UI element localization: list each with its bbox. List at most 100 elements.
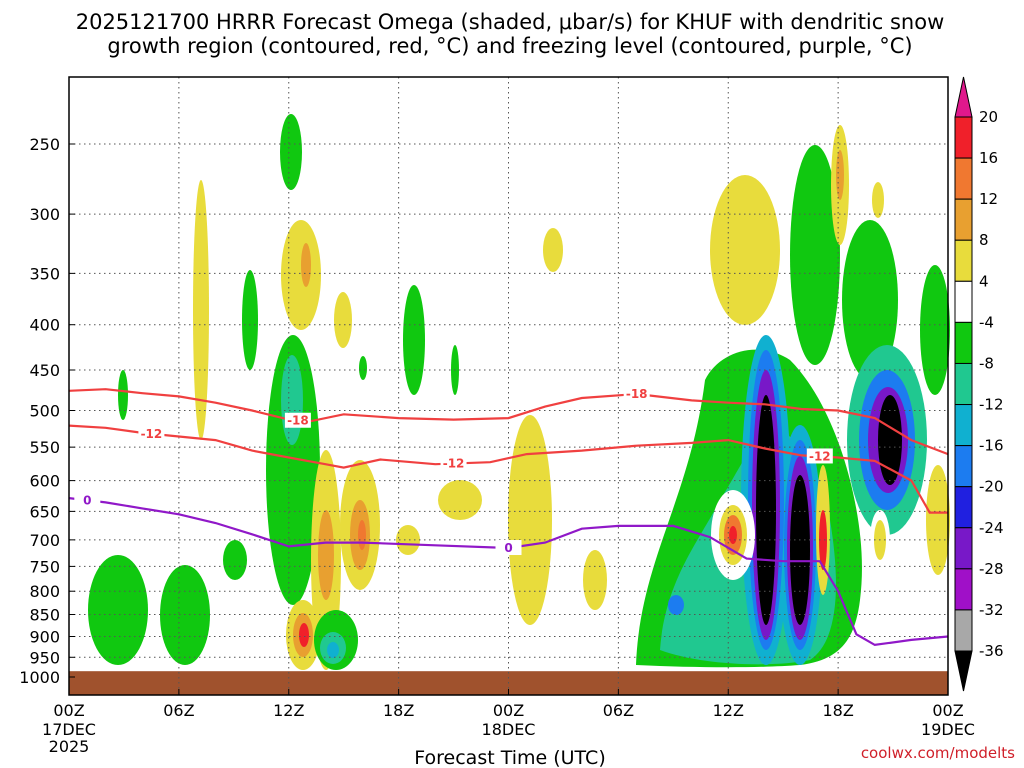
omega-blob [668,595,684,615]
y-tick-label: 900 [29,627,60,646]
y-tick-label: 550 [29,438,60,457]
colorbar-segment [954,239,973,282]
omega-blob [327,642,339,658]
omega-blob [280,114,302,190]
omega-blob [756,395,776,625]
omega-blob [334,292,352,348]
omega-blob [88,555,148,665]
omega-blob [819,510,827,570]
y-axis: 250 300 350 400 450 500 550 600 650 700 750 800 850 9… [19,135,75,687]
omega-shading [88,114,950,670]
omega-blob [358,520,366,550]
contour-label: -12 [141,427,163,441]
colorbar-segment [954,486,973,529]
colorbar: 20 16 12 8 4 -4 -8 -12 -16 -20 -24 -28 -32 -36 [954,76,1004,692]
x-tick-label: 18Z [822,701,853,720]
colorbar-label: -28 [979,560,1004,578]
y-tick-label: 950 [29,648,60,667]
omega-blob [920,265,950,395]
colorbar-segment [954,404,973,447]
contour-label: -18 [626,387,648,401]
omega-blob [926,465,950,575]
omega-blob [878,395,902,485]
colorbar-label: 8 [979,231,989,249]
omega-blob [872,182,884,218]
omega-blob [836,150,844,200]
x-tick-label: 06Z [163,701,194,720]
credit-text: coolwx.com/modelts [861,744,1015,762]
y-tick-label: 400 [29,316,60,335]
x-tick-date-label: 17DEC [42,720,96,739]
omega-blob [842,220,898,380]
colorbar-segment [954,568,973,611]
colorbar-segment [954,445,973,488]
colorbar-segment [954,198,973,241]
x-axis-title: Forecast Time (UTC) [414,747,605,768]
contour-label-bg [284,412,311,428]
colorbar-segment [954,280,973,323]
omega-blob [438,480,482,520]
contour-line [68,497,949,647]
contour-label: -12 [443,457,465,471]
y-tick-label: 850 [29,606,60,625]
omega-blob [118,370,128,420]
colorbar-label: -36 [979,642,1004,660]
chart-title-line-2: growth region (contoured, red, °C) and f… [107,34,912,58]
omega-blob [242,270,258,370]
x-tick-date-label: 19DEC [921,720,975,739]
colorbar-segment [954,116,973,159]
contour-label-bg [623,386,650,402]
colorbar-segment [954,609,973,652]
contour-label-bg [138,425,165,441]
y-tick-label: 300 [29,205,60,224]
colorbar-label: 12 [979,190,998,208]
omega-blob [396,525,420,555]
colorbar-segment [954,321,973,364]
omega-blob [318,510,334,600]
y-tick-label: 450 [29,361,60,380]
y-tick-label: 700 [29,531,60,550]
x-tick-label: 18Z [383,701,414,720]
contour-label: -18 [287,414,309,428]
contour-label-bg [495,540,522,556]
omega-blob [583,550,607,610]
colorbar-label: -4 [979,313,994,331]
x-tick-date-label: 2025 [49,737,90,756]
colorbar-top-arrow [954,76,973,118]
omega-blob [543,228,563,272]
omega-blob [508,415,552,625]
contour-label-bg [74,492,101,508]
colorbar-label: -20 [979,478,1004,496]
x-tick-label: 12Z [273,701,304,720]
x-tick-label: 00Z [493,701,524,720]
y-tick-label: 250 [29,135,60,154]
omega-blob [790,475,810,625]
x-tick-label: 06Z [603,701,634,720]
colorbar-label: -16 [979,437,1004,455]
omega-blob [729,526,737,544]
omega-blob [790,145,840,365]
colorbar-label: -24 [979,519,1004,537]
omega-blob [710,175,780,325]
omega-blob [403,285,425,395]
x-tick-label: 00Z [932,701,963,720]
omega-blob [359,356,367,380]
contour-line [68,388,949,456]
y-tick-label: 800 [29,582,60,601]
contour-label-bg [806,448,833,464]
omega-blob [281,355,303,445]
contour-label: 0 [504,541,512,555]
y-tick-label: 350 [29,264,60,283]
contour-label-bg [440,455,467,471]
contour-lines: -18 -18 -12 -12 -12 0 0 [68,386,949,647]
omega-blob [223,540,247,580]
y-tick-label: 600 [29,472,60,491]
y-tick-label: 650 [29,502,60,521]
contour-label: -12 [809,449,831,463]
colorbar-label: 4 [979,272,989,290]
colorbar-segment [954,362,973,406]
colorbar-label: -32 [979,601,1004,619]
y-tick-label: 500 [29,402,60,421]
